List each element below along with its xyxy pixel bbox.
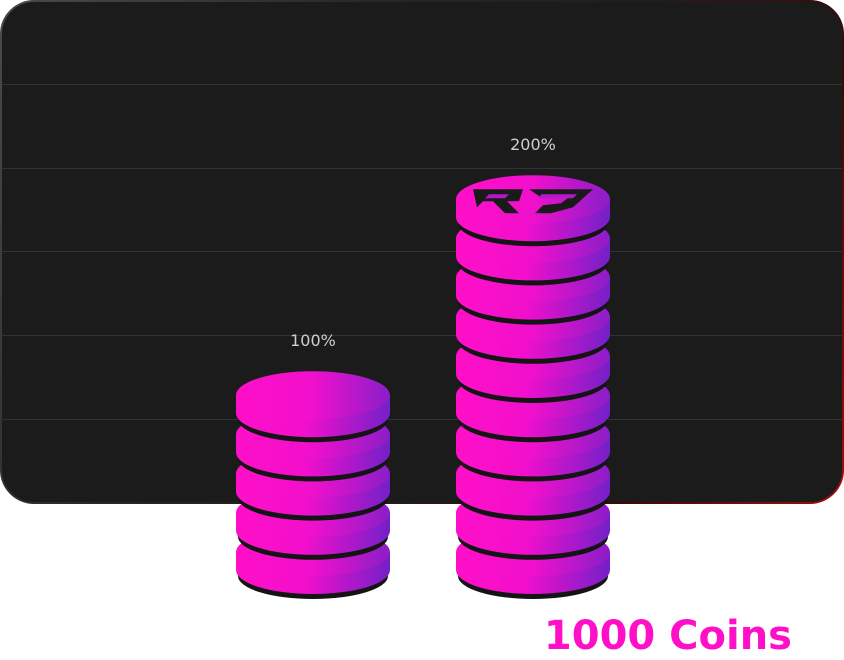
data-label: 100% — [290, 331, 336, 350]
data-label: 200% — [510, 135, 556, 154]
gridline — [2, 419, 842, 420]
coin-stack-2 — [456, 175, 610, 599]
coin — [236, 371, 390, 443]
coin-stack-1 — [236, 371, 390, 599]
rg-logo-icon — [473, 189, 593, 214]
gridline — [2, 335, 842, 336]
gridline — [2, 168, 842, 169]
gridline — [2, 251, 842, 252]
gridline — [2, 84, 842, 85]
coin — [456, 175, 610, 247]
coins-amount-label: 1000 Coins — [543, 613, 792, 659]
chart-panel — [2, 2, 842, 502]
